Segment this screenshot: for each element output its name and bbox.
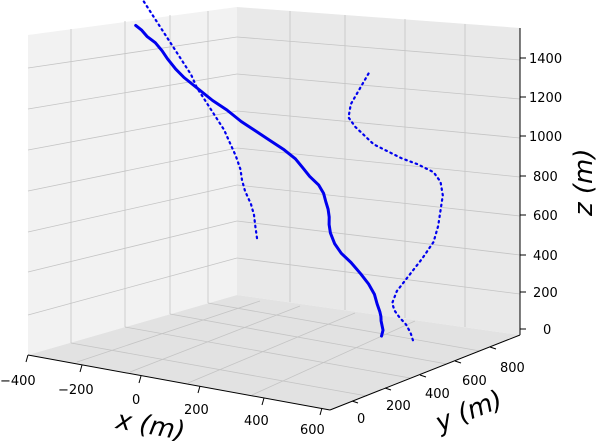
series-layer bbox=[134, 0, 444, 342]
x-tick-mark-2 bbox=[79, 364, 83, 373]
left-wall-pane bbox=[28, 7, 237, 355]
grid-lw-h-5 bbox=[27, 110, 238, 151]
x-tick-mark-5 bbox=[261, 397, 265, 406]
projection-line-2 bbox=[347, 71, 444, 342]
y-axis-line bbox=[329, 334, 521, 411]
grid-rw-h-6 bbox=[236, 73, 521, 100]
projection-line-1 bbox=[141, 0, 259, 240]
z-tick-label: 1200 bbox=[529, 91, 562, 106]
z-axis-label: z (m) bbox=[569, 148, 599, 217]
x-axis-line bbox=[27, 354, 331, 411]
grid-lw-h-1 bbox=[27, 257, 238, 316]
grid-fl-y-2 bbox=[129, 305, 301, 373]
grid-rw-h-1 bbox=[236, 257, 521, 295]
y-tick-label: 400 bbox=[425, 387, 450, 402]
grid-rw-h-2 bbox=[236, 220, 521, 256]
grid-fl-y-3 bbox=[187, 312, 356, 384]
grid-fl-x-1 bbox=[70, 342, 368, 397]
grid-fl-x-4 bbox=[207, 302, 481, 352]
y-tick-label: 200 bbox=[386, 399, 411, 414]
tick-marks bbox=[25, 57, 526, 416]
y-tick-label: 600 bbox=[462, 374, 487, 389]
x-axis-label: x (m) bbox=[113, 405, 187, 441]
grid-rw-h-3 bbox=[236, 184, 521, 217]
x-tick-label: 400 bbox=[244, 414, 269, 429]
grid-fl-x-2 bbox=[124, 326, 411, 379]
y-tick-label: 800 bbox=[500, 361, 525, 376]
y-tick-mark-2 bbox=[384, 387, 392, 391]
y-tick-mark-4 bbox=[454, 360, 462, 364]
z-tick-label: 600 bbox=[533, 209, 558, 224]
grid-fl-y-1 bbox=[76, 300, 261, 363]
y-tick-mark-3 bbox=[419, 374, 427, 378]
grid-fl-x-3 bbox=[169, 313, 448, 365]
x-tick-label: 200 bbox=[184, 403, 209, 418]
x-tick-label: −400 bbox=[0, 374, 36, 389]
grid-rw-h-4 bbox=[236, 147, 521, 178]
x-tick-label: 600 bbox=[300, 423, 325, 438]
x-tick-mark-4 bbox=[197, 385, 201, 394]
right-wall-pane bbox=[237, 7, 520, 335]
grid-lw-h-6 bbox=[27, 73, 238, 110]
trajectory-line bbox=[134, 23, 385, 338]
grid-rw-h-7 bbox=[236, 36, 521, 61]
y-tick-label: 0 bbox=[357, 412, 365, 427]
grid-fl-y-4 bbox=[251, 320, 416, 396]
grid-lines bbox=[27, 11, 521, 397]
z-tick-label: 1400 bbox=[529, 52, 562, 67]
z-tick-label: 0 bbox=[543, 323, 551, 338]
x-tick-label: 0 bbox=[132, 393, 140, 408]
y-tick-mark-1 bbox=[351, 400, 359, 404]
floor-pane bbox=[28, 295, 520, 410]
grid-lw-h-3 bbox=[27, 184, 238, 233]
grid-lw-h-2 bbox=[27, 220, 238, 273]
z-tick-label: 1000 bbox=[529, 130, 562, 145]
grid-rw-h-5 bbox=[236, 110, 521, 139]
z-tick-label: 400 bbox=[533, 249, 558, 264]
z-tick-label: 800 bbox=[533, 170, 558, 185]
x-tick-mark-1 bbox=[25, 354, 29, 363]
x-tick-label: −200 bbox=[58, 383, 94, 398]
x-tick-mark-3 bbox=[138, 375, 142, 384]
axis-edges bbox=[27, 28, 521, 411]
grid-lw-h-4 bbox=[27, 147, 238, 192]
y-tick-mark-5 bbox=[489, 346, 497, 350]
z-tick-label: 200 bbox=[533, 286, 558, 301]
x-tick-mark-6 bbox=[319, 407, 323, 416]
grid-lw-h-7 bbox=[27, 36, 238, 69]
